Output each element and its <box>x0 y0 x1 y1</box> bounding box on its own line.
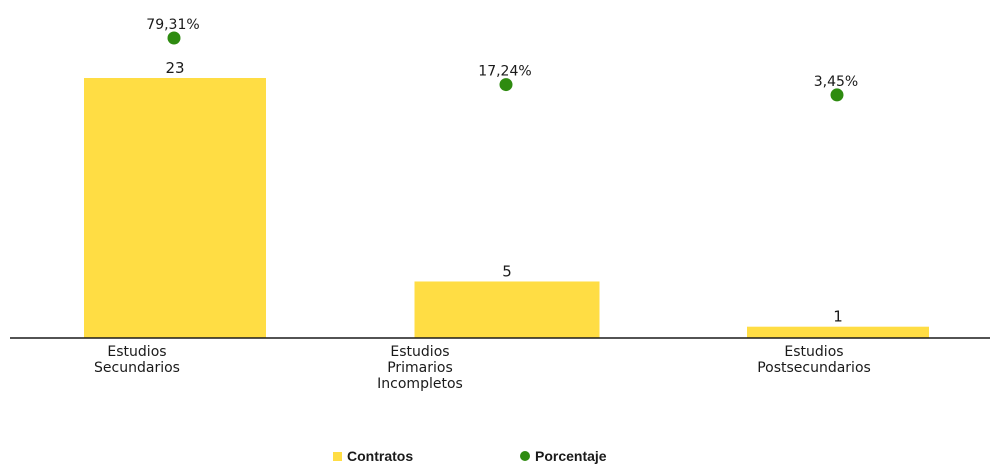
legend-swatch-dot-icon <box>520 451 530 461</box>
legend-label-contratos: Contratos <box>347 448 414 464</box>
bar-value-label-3: 1 <box>833 308 843 326</box>
category-label-3: Estudios Postsecundarios <box>757 344 871 376</box>
category-label-1: Estudios Secundarios <box>94 344 180 376</box>
bar-2 <box>414 281 600 338</box>
point-2 <box>499 78 513 92</box>
category-labels-layer: Estudios Secundarios Estudios Primarios Inco… <box>94 344 871 392</box>
bar-3 <box>747 326 929 338</box>
category-label-2: Estudios Primarios Incompletos <box>377 344 463 392</box>
legend: Contratos Porcentaje <box>0 448 992 466</box>
legend-item-porcentaje: Porcentaje <box>520 448 607 464</box>
legend-label-porcentaje: Porcentaje <box>535 448 607 464</box>
point-1 <box>167 31 181 45</box>
bars-layer <box>84 78 929 338</box>
point-value-label-2: 17,24% <box>478 64 531 80</box>
legend-swatch-bar-icon <box>333 451 342 461</box>
points-layer <box>167 31 844 102</box>
bar-value-label-2: 5 <box>502 262 512 280</box>
bar-labels-layer: 23 5 1 <box>165 59 842 326</box>
point-value-label-1: 79,31% <box>146 17 199 33</box>
legend-item-contratos: Contratos <box>333 448 413 464</box>
bar-value-label-1: 23 <box>165 59 184 77</box>
chart-canvas: 23 5 1 79,31% 17,24% 3,45% Estudios Secundari… <box>10 17 990 392</box>
point-labels-layer: 79,31% 17,24% 3,45% <box>146 17 858 90</box>
point-3 <box>830 88 844 102</box>
point-value-label-3: 3,45% <box>814 74 858 90</box>
bar-1 <box>84 78 266 338</box>
